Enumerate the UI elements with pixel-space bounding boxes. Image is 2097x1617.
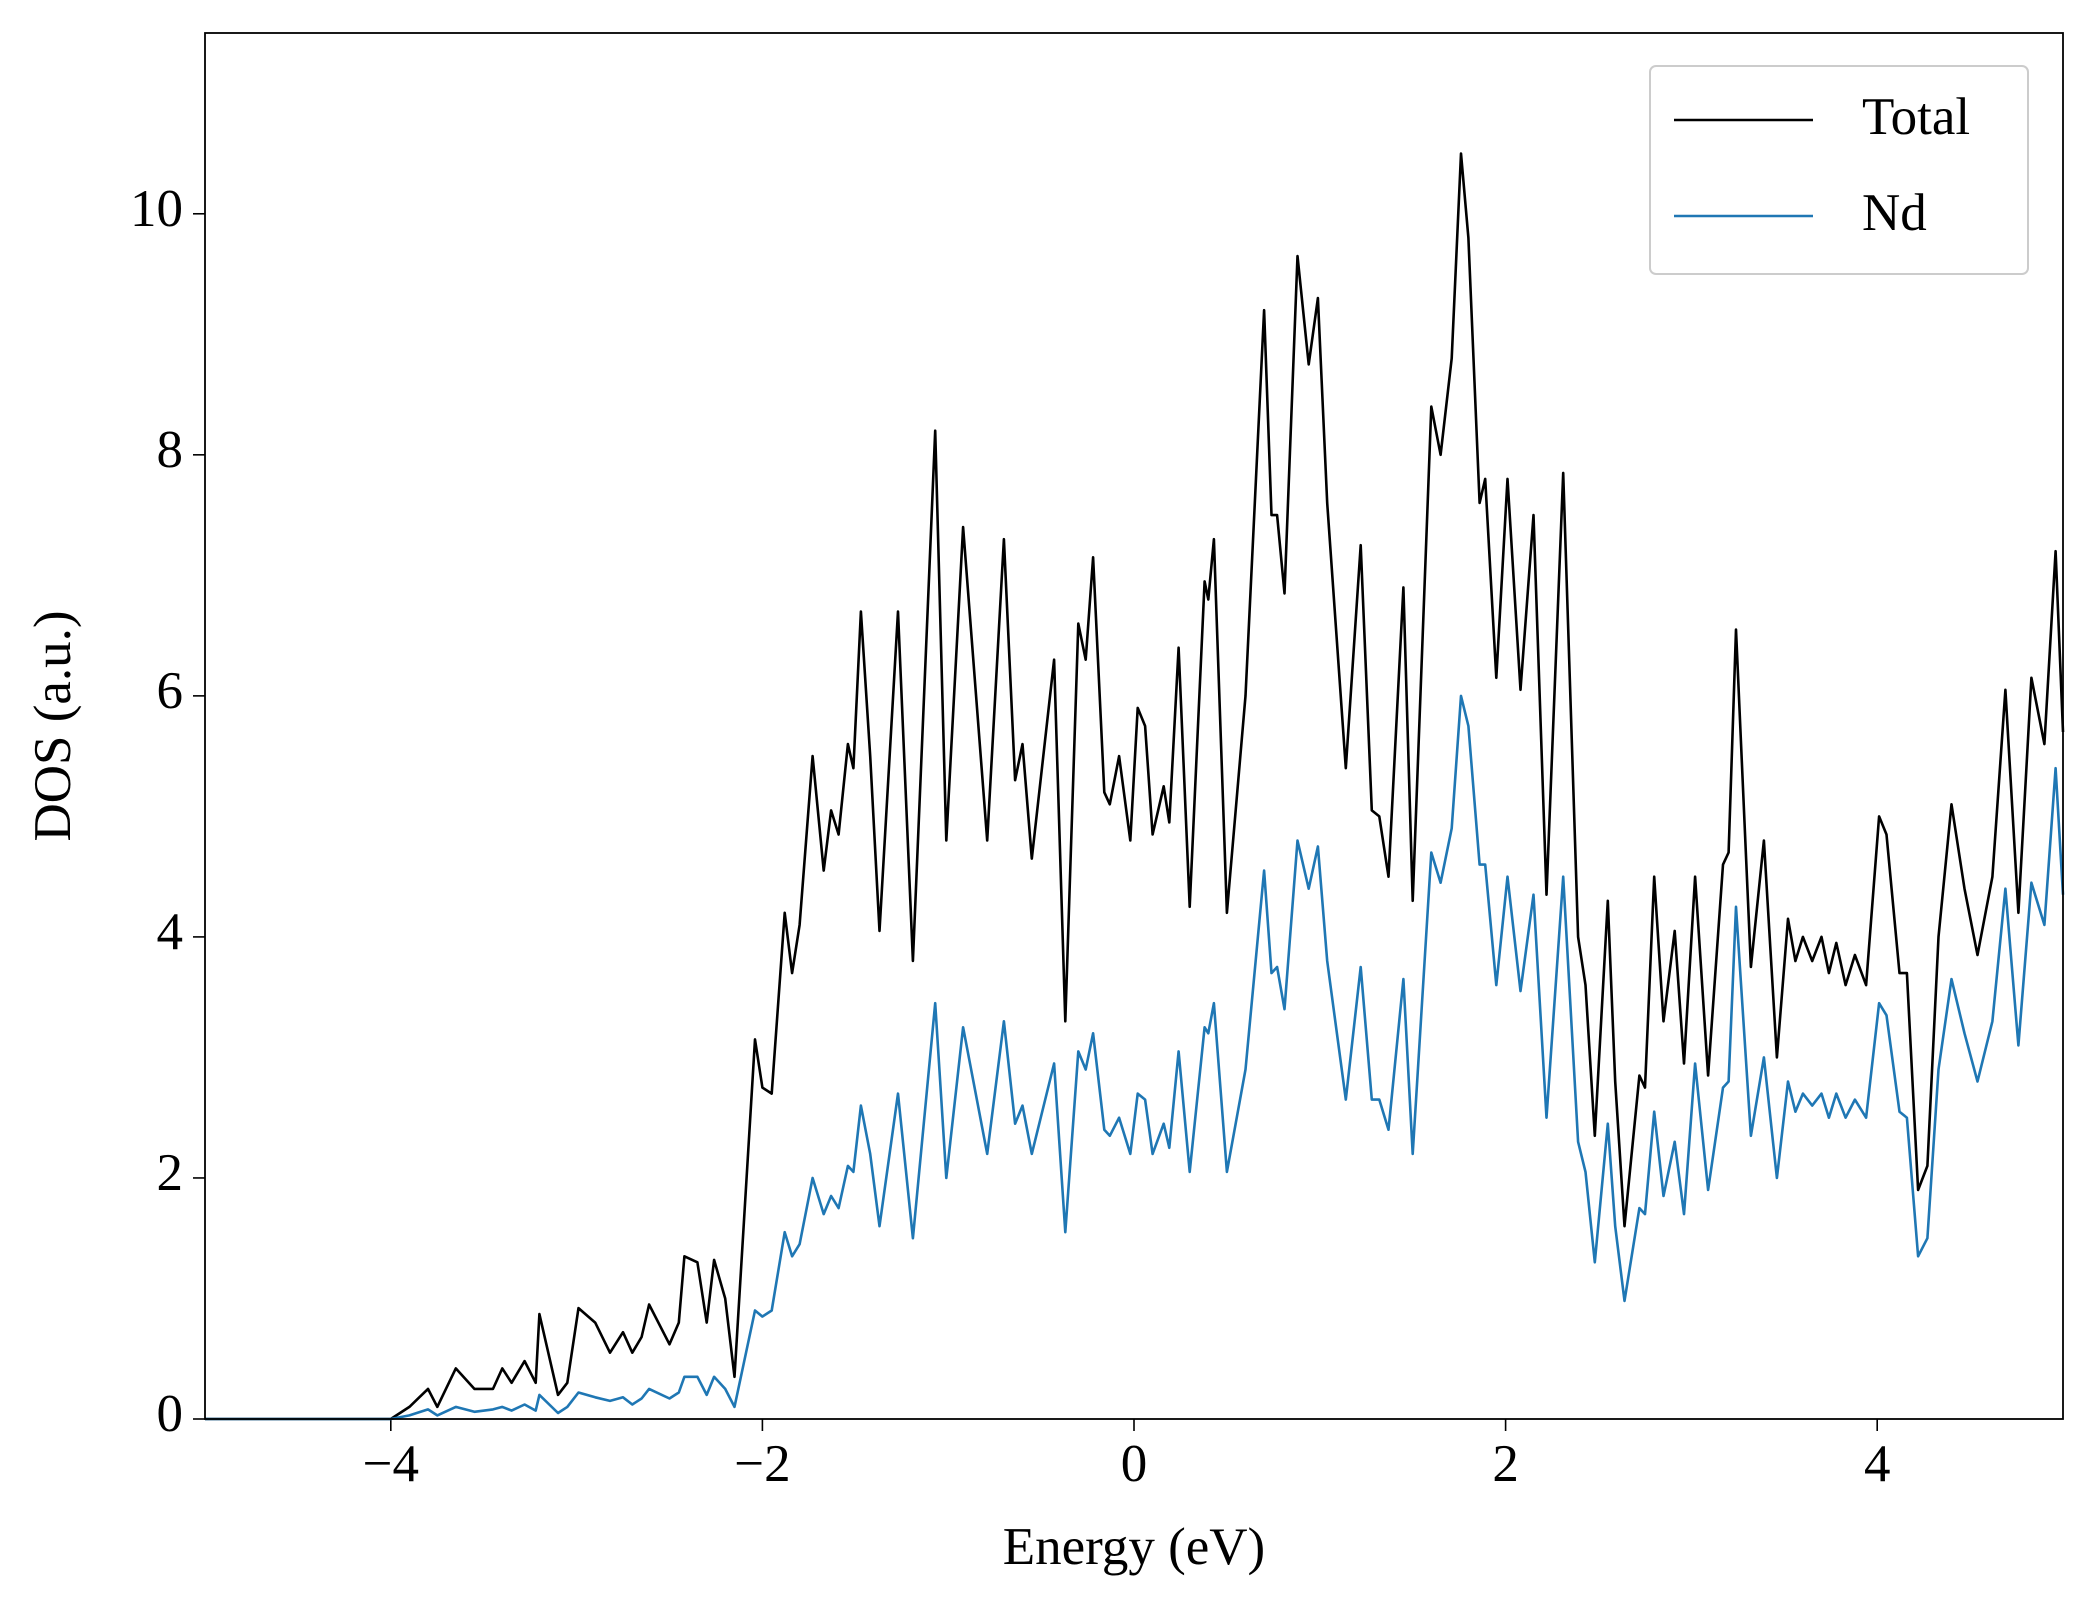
x-tick-label: 4 [1864,1435,1891,1493]
x-tick-label: 0 [1121,1435,1148,1493]
y-tick-label: 2 [157,1144,184,1202]
series-line [205,152,2065,1421]
legend-box [1649,65,2029,275]
legend-label: Nd [1862,184,1927,242]
x-axis-label: Energy (eV) [1003,1518,1265,1576]
legend-label: Total [1862,88,1970,146]
y-tick-label: 10 [130,180,183,238]
y-axis-label: DOS (a.u.) [24,610,82,841]
x-tick-label: 2 [1492,1435,1519,1493]
plot-frame [204,32,2064,1420]
series-line [205,694,2065,1421]
y-tick-label: 4 [157,903,184,961]
x-tick-label: −2 [734,1435,790,1493]
y-tick-label: 6 [157,662,184,720]
x-tick-label: −4 [363,1435,419,1493]
y-tick-label: 8 [157,421,184,479]
y-tick-label: 0 [157,1385,184,1443]
